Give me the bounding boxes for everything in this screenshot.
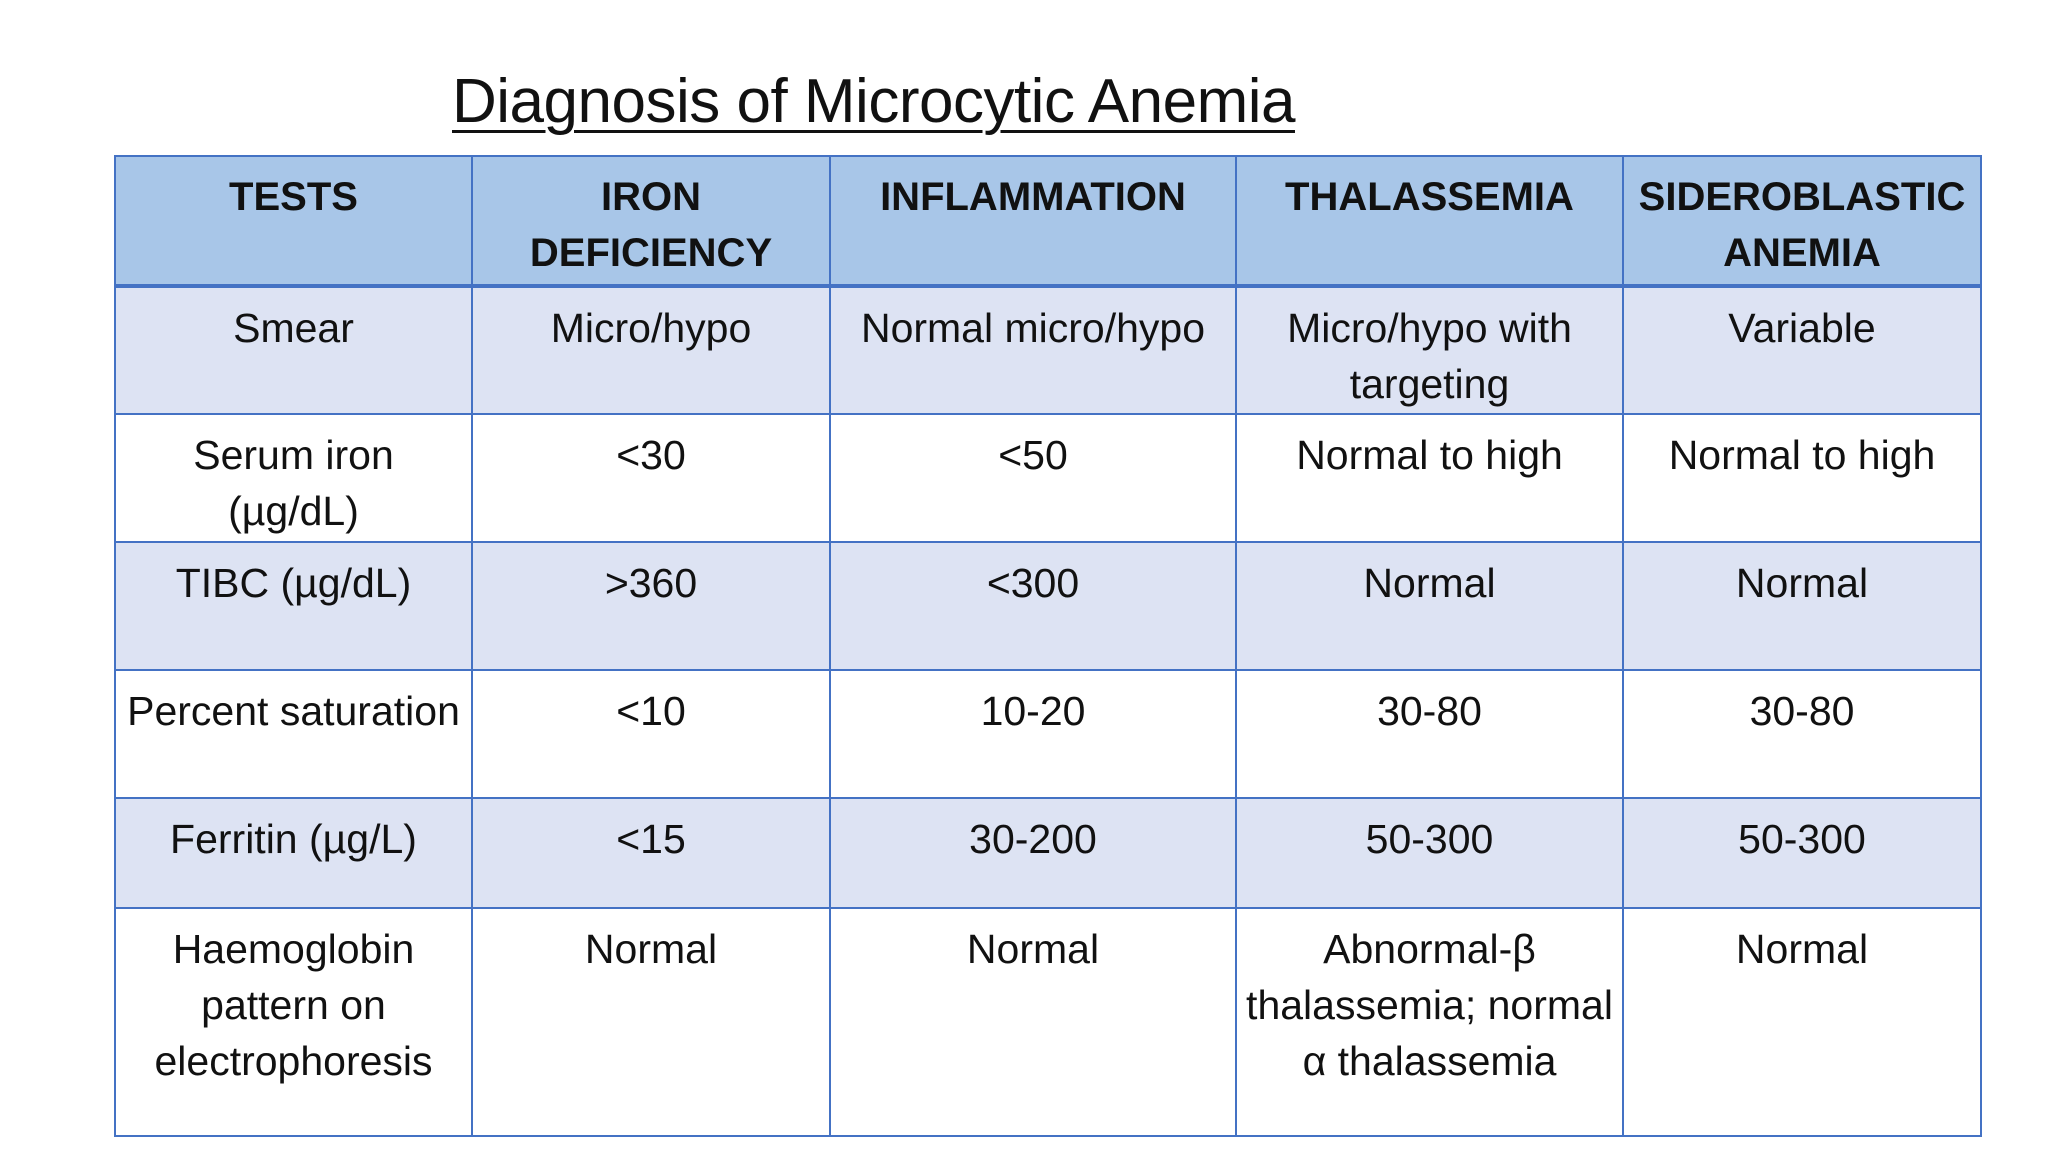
table-row: Haemoglobin pattern on electrophoresis N… <box>114 907 1982 1137</box>
table-cell: Normal <box>1622 541 1982 671</box>
table-row: Ferritin (µg/L) <15 30-200 50-300 50-300 <box>114 797 1982 909</box>
table-cell: 30-80 <box>1622 669 1982 799</box>
table-cell: 30-200 <box>829 797 1237 909</box>
diagnosis-table: TESTS IRON DEFICIENCY INFLAMMATION THALA… <box>114 155 1982 1137</box>
header-tests: TESTS <box>114 155 473 287</box>
table-cell: Micro/hypo with targeting <box>1235 285 1624 415</box>
row-label: Smear <box>114 285 473 415</box>
table-cell: Normal micro/hypo <box>829 285 1237 415</box>
table-cell: <10 <box>471 669 831 799</box>
header-inflammation: INFLAMMATION <box>829 155 1237 287</box>
table-cell: <50 <box>829 413 1237 543</box>
row-label: Percent saturation <box>114 669 473 799</box>
table-cell: Normal <box>1622 907 1982 1137</box>
table-cell: Normal to high <box>1235 413 1624 543</box>
table-row: Percent saturation <10 10-20 30-80 30-80 <box>114 669 1982 799</box>
row-label: Haemoglobin pattern on electrophoresis <box>114 907 473 1137</box>
table-row: TIBC (µg/dL) >360 <300 Normal Normal <box>114 541 1982 671</box>
table-cell: >360 <box>471 541 831 671</box>
table-cell: Variable <box>1622 285 1982 415</box>
table-cell: 30-80 <box>1235 669 1624 799</box>
table-row: Smear Micro/hypo Normal micro/hypo Micro… <box>114 285 1982 415</box>
table-row: Serum iron (µg/dL) <30 <50 Normal to hig… <box>114 413 1982 543</box>
slide-title: Diagnosis of Microcytic Anemia <box>452 67 1295 136</box>
table-cell: Normal <box>471 907 831 1137</box>
table-cell: Normal <box>1235 541 1624 671</box>
table-cell: <30 <box>471 413 831 543</box>
table-cell: 50-300 <box>1622 797 1982 909</box>
table-cell: Micro/hypo <box>471 285 831 415</box>
table-cell: Normal to high <box>1622 413 1982 543</box>
table-cell: 50-300 <box>1235 797 1624 909</box>
table-header-row: TESTS IRON DEFICIENCY INFLAMMATION THALA… <box>114 155 1982 287</box>
table-cell: Normal <box>829 907 1237 1137</box>
table-cell: 10-20 <box>829 669 1237 799</box>
header-sideroblastic-anemia: SIDEROBLASTIC ANEMIA <box>1622 155 1982 287</box>
row-label: Ferritin (µg/L) <box>114 797 473 909</box>
row-label: TIBC (µg/dL) <box>114 541 473 671</box>
header-iron-deficiency: IRON DEFICIENCY <box>471 155 831 287</box>
table-cell: <15 <box>471 797 831 909</box>
table-cell: Abnormal-β thalassemia; normal α thalass… <box>1235 907 1624 1137</box>
table-cell: <300 <box>829 541 1237 671</box>
header-thalassemia: THALASSEMIA <box>1235 155 1624 287</box>
row-label: Serum iron (µg/dL) <box>114 413 473 543</box>
